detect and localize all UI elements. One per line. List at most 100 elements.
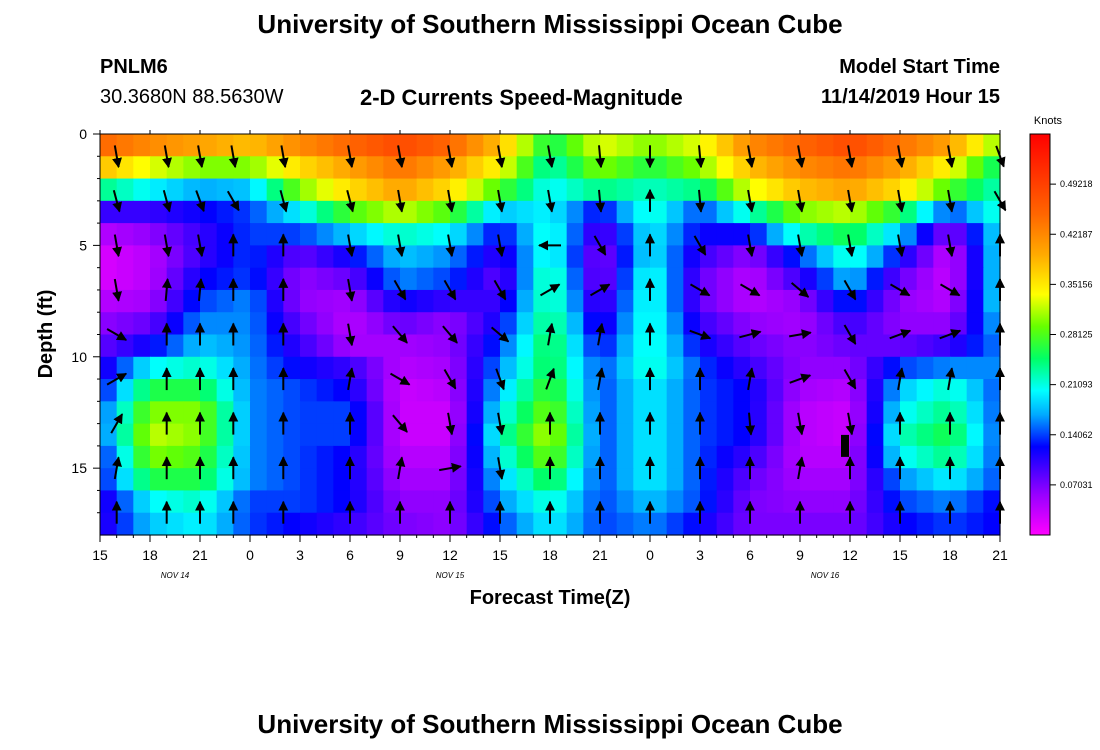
heat-cell [666,445,684,469]
current-arrow [689,283,711,297]
heat-cell [816,445,834,469]
current-arrow [845,145,856,169]
heat-cell [216,245,234,269]
heat-cell [933,356,951,380]
heat-cell [883,156,901,180]
heat-cell [200,356,218,380]
heat-cell [716,356,734,380]
heat-cell [933,312,951,336]
heat-cell [283,356,301,380]
current-arrow [226,190,240,212]
heat-cell [833,512,851,536]
heat-cell [933,200,951,224]
heat-cell [233,178,251,202]
current-arrow [395,189,406,213]
heat-cell [450,356,468,380]
heat-cell [250,512,268,536]
heat-cell [533,490,551,514]
current-arrow [789,329,812,340]
heat-cell [916,468,934,492]
heat-cell [500,379,518,402]
heat-cell [116,334,134,358]
heat-cell [133,512,151,536]
heat-cell [200,245,218,269]
heat-cell [116,490,134,514]
heat-cell [133,134,151,157]
heat-cell [600,200,618,224]
heat-cell [166,200,184,224]
heat-cell [150,134,168,157]
heat-cell [416,289,434,313]
heat-cell [433,178,451,202]
heat-cell [366,401,384,425]
current-arrow [395,456,406,480]
heat-cell [333,156,351,180]
heat-cell [366,379,384,402]
heat-cell [616,156,634,180]
heat-cell [316,245,334,269]
colorbar [1029,133,1051,536]
heat-cell [883,423,901,447]
heat-cell [266,200,284,224]
heat-cell [383,134,401,157]
current-arrow [495,412,506,436]
heat-cell [816,156,834,180]
heat-cell [950,245,968,269]
heat-cell [833,490,851,514]
current-arrow [945,367,956,391]
heat-cell [133,267,151,291]
current-arrow [895,145,906,169]
heat-cell [466,468,484,492]
heat-cell [616,178,634,202]
heat-cell [350,356,368,380]
heat-cell [850,156,868,180]
heat-cell [516,401,534,425]
heat-cell [150,267,168,291]
current-arrow [443,279,457,301]
heat-cell [333,356,351,380]
heat-cell [100,267,118,291]
heat-cell [816,245,834,269]
heat-cell [733,289,751,313]
current-arrow [493,279,507,301]
heat-cell [266,312,284,336]
heat-cell [950,423,968,447]
heat-cell [133,445,151,469]
heat-cell [633,490,651,514]
heat-cell [866,490,884,514]
heat-cell [966,200,984,224]
heat-cell [516,445,534,469]
heat-cell [633,468,651,492]
current-arrow [539,283,561,297]
current-arrow [439,462,462,473]
heat-cell [466,223,484,246]
heat-cell [200,312,218,336]
heat-cell [183,379,201,402]
heat-cell [666,134,684,157]
heat-cell [600,468,618,492]
heat-cell [433,423,451,447]
heat-cell [183,200,201,224]
heat-cell [450,490,468,514]
heat-cell [733,445,751,469]
heat-cell [433,289,451,313]
heat-cell [416,356,434,380]
heat-cell [750,223,768,246]
heat-cell [233,445,251,469]
heat-cell [133,468,151,492]
current-arrow [745,367,756,391]
heat-cell [316,223,334,246]
heat-cell [983,245,1001,269]
heat-cell [850,267,868,291]
heat-cell [516,223,534,246]
heat-cell [516,178,534,202]
heat-cell [783,267,801,291]
heat-cell [166,245,184,269]
heat-cell [650,267,668,291]
heat-cell [366,178,384,202]
heat-cell [416,134,434,157]
heat-cell [300,490,318,514]
heat-cell [550,490,568,514]
heat-cell [766,289,784,313]
heat-cell [166,445,184,469]
